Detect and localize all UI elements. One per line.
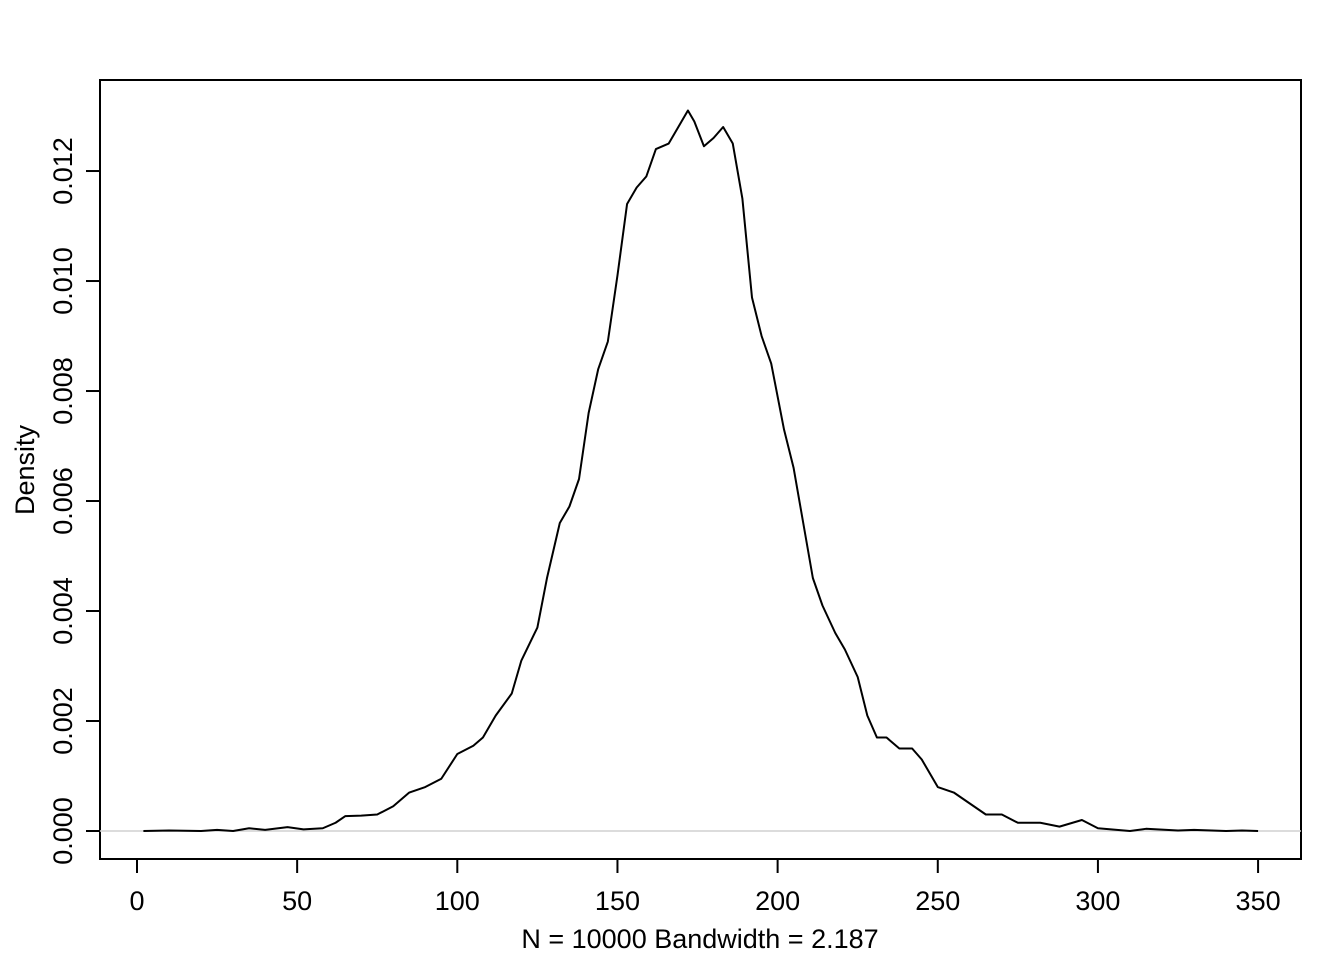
y-tick-label: 0.002 bbox=[48, 687, 78, 755]
x-tick-label: 300 bbox=[1075, 886, 1120, 916]
y-tick-label: 0.006 bbox=[48, 467, 78, 535]
x-tick-label: 200 bbox=[755, 886, 800, 916]
density-line bbox=[143, 109, 1259, 833]
x-tick-label: 0 bbox=[129, 886, 144, 916]
y-tick-label: 0.004 bbox=[48, 577, 78, 645]
plot-frame bbox=[99, 79, 1302, 860]
y-axis-label: Density bbox=[10, 424, 40, 515]
y-tick-label: 0.010 bbox=[48, 247, 78, 315]
x-tick-label: 350 bbox=[1236, 886, 1281, 916]
x-tick-label: 100 bbox=[435, 886, 480, 916]
x-tick-label: 50 bbox=[282, 886, 312, 916]
x-tick-label: 250 bbox=[915, 886, 960, 916]
y-tick-label: 0.000 bbox=[48, 797, 78, 865]
y-tick-label: 0.012 bbox=[48, 137, 78, 205]
x-axis-label: N = 10000 Bandwidth = 2.187 bbox=[521, 924, 878, 954]
y-tick-label: 0.008 bbox=[48, 357, 78, 425]
x-tick-label: 150 bbox=[595, 886, 640, 916]
